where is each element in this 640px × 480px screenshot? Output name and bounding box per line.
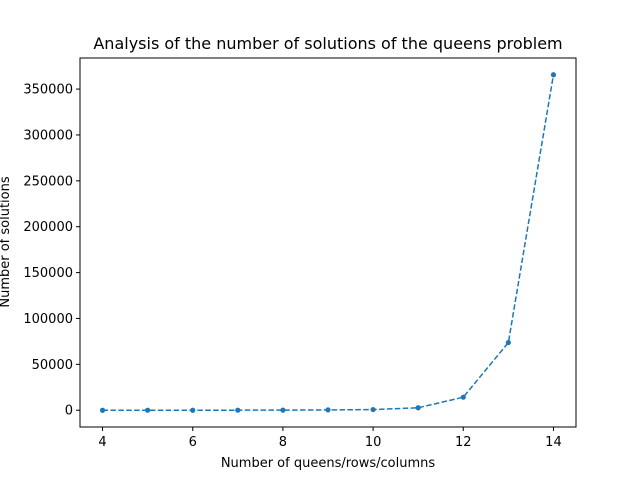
x-tick-label: 6: [189, 435, 197, 450]
data-point: [99, 407, 106, 413]
y-tick-label: 0: [65, 404, 73, 419]
data-point: [325, 407, 331, 413]
chart-title: Analysis of the number of solutions of t…: [93, 34, 562, 53]
x-tick-label: 4: [98, 435, 106, 450]
y-tick-label: 200000: [23, 220, 73, 235]
data-point: [280, 407, 286, 413]
y-tick-label: 350000: [23, 83, 73, 98]
y-tick-label: 150000: [23, 266, 73, 281]
x-tick-label: 10: [365, 435, 382, 450]
x-axis: 4 6 8 10 12 14: [98, 427, 562, 450]
x-tick-label: 12: [455, 435, 472, 450]
x-tick-label: 14: [545, 435, 562, 450]
y-tick-label: 50000: [32, 358, 73, 373]
data-point: [190, 407, 196, 413]
data-point: [235, 407, 241, 413]
data-point: [460, 394, 466, 400]
series-markers: [99, 72, 557, 413]
x-tick-label: 8: [279, 435, 287, 450]
y-tick-label: 300000: [23, 128, 73, 143]
y-axis: 0 50000 100000 150000 200000 250000 300000 3500…: [23, 83, 80, 419]
data-point: [550, 72, 557, 78]
y-tick-label: 250000: [23, 174, 73, 189]
y-tick-label: 100000: [23, 312, 73, 327]
plot-area: [79, 57, 577, 428]
data-point: [415, 405, 421, 411]
data-point: [145, 407, 151, 413]
y-axis-label: Number of solutions: [0, 176, 13, 307]
data-point: [505, 339, 511, 346]
series-line: [102, 74, 555, 411]
data-point: [370, 406, 376, 413]
x-axis-label: Number of queens/rows/columns: [221, 456, 436, 471]
